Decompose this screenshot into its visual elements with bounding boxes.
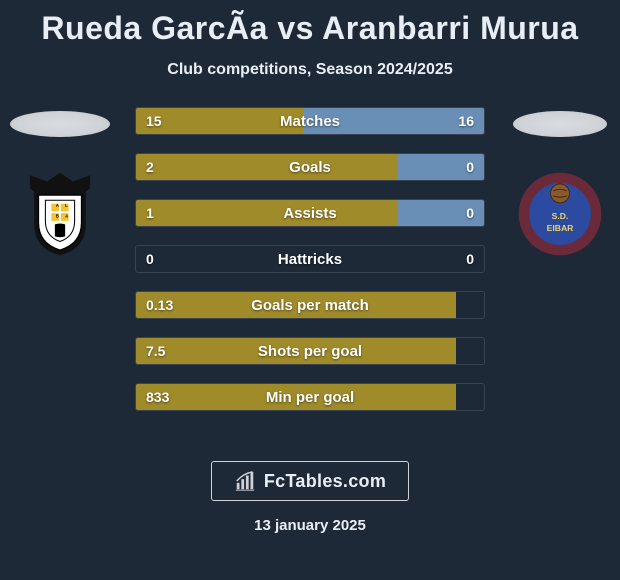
player-shadow-right [513, 111, 607, 137]
stats-arena: A L B A S.D. EIBAR [0, 107, 620, 447]
footer: FcTables.com [0, 461, 620, 501]
stat-row: Hattricks0 0 [135, 245, 485, 273]
stat-value-left: 7.5 [146, 338, 165, 364]
stat-rows: Matches1516Goals20Assists10Hattricks00Go… [135, 107, 485, 411]
club-left: A L B A [0, 107, 120, 257]
stat-label: Shots per goal [136, 338, 484, 364]
stat-row: Goals2 0 [135, 153, 485, 181]
brand-box[interactable]: FcTables.com [211, 461, 409, 501]
stat-value-right: 16 [458, 108, 474, 134]
stat-label: Hattricks [136, 246, 484, 272]
stat-label: Goals per match [136, 292, 484, 318]
stat-label: Assists [136, 200, 484, 226]
svg-text:A: A [65, 213, 68, 218]
comparison-page: Rueda GarcÃ­a vs Aranbarri Murua Club co… [0, 0, 620, 580]
stat-value-left: 0 [146, 246, 154, 272]
svg-text:L: L [65, 203, 68, 208]
stat-row: Assists1 0 [135, 199, 485, 227]
competition-subtitle: Club competitions, Season 2024/2025 [0, 61, 620, 79]
page-title: Rueda GarcÃ­a vs Aranbarri Murua [0, 10, 620, 47]
svg-text:B: B [56, 213, 59, 218]
brand-text: FcTables.com [264, 471, 386, 492]
player-shadow-left [10, 111, 110, 137]
stat-row: Shots per goal7.5 [135, 337, 485, 365]
stat-label: Goals [136, 154, 484, 180]
stat-value-right: 0 [466, 154, 474, 180]
shield-icon: A L B A [17, 171, 103, 257]
stat-value-right: 0 [466, 246, 474, 272]
stat-value-left: 833 [146, 384, 169, 410]
stat-value-left: 1 [146, 200, 154, 226]
svg-text:A: A [56, 203, 59, 208]
stat-row: Goals per match0.13 [135, 291, 485, 319]
stat-value-left: 0.13 [146, 292, 173, 318]
circle-badge-icon: S.D. EIBAR [517, 171, 603, 257]
club-right: S.D. EIBAR [500, 107, 620, 257]
stat-row: Matches15 16 [135, 107, 485, 135]
date-text: 13 january 2025 [0, 517, 620, 534]
stat-label: Min per goal [136, 384, 484, 410]
stat-row: Min per goal833 [135, 383, 485, 411]
stat-label: Matches [136, 108, 484, 134]
stat-value-left: 15 [146, 108, 162, 134]
stat-value-left: 2 [146, 154, 154, 180]
club-badge-left: A L B A [17, 171, 103, 257]
club-badge-right: S.D. EIBAR [517, 171, 603, 257]
stat-value-right: 0 [466, 200, 474, 226]
svg-text:EIBAR: EIBAR [547, 223, 575, 233]
svg-text:S.D.: S.D. [552, 211, 569, 221]
bar-chart-icon [234, 470, 256, 492]
